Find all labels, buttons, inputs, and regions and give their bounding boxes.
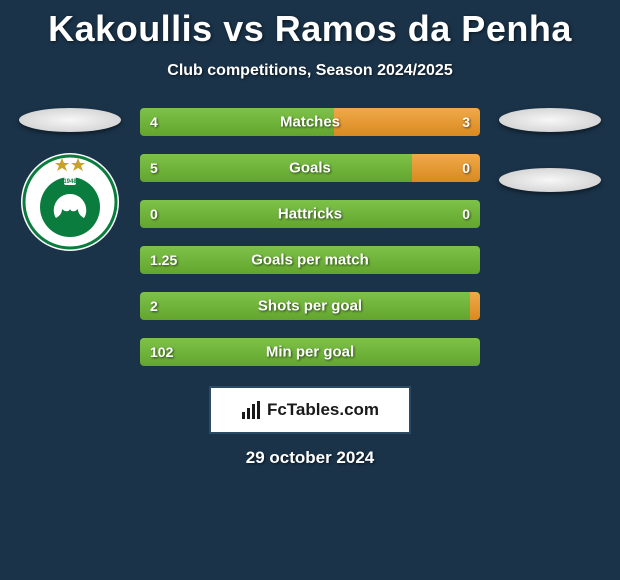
stat-label: Min per goal: [266, 344, 354, 361]
brand-footer: FcTables.com: [209, 386, 411, 434]
right-player-graphics: [490, 108, 610, 212]
brand-text: FcTables.com: [267, 400, 379, 420]
svg-text:1948: 1948: [63, 179, 77, 185]
stat-label: Goals per match: [251, 252, 369, 269]
stat-row: Shots per goal 2: [140, 292, 480, 320]
stat-value-left: 4: [150, 114, 158, 130]
stat-row: Matches 4 3: [140, 108, 480, 136]
bar-chart-icon: [241, 400, 261, 420]
stat-value-right: 3: [462, 114, 470, 130]
comparison-container: 1948 Matches 4 3 Goals 5 0 Hattricks 0 0 Goals pe…: [0, 108, 620, 366]
bar-left-fill: [140, 154, 412, 182]
stat-row: Min per goal 102: [140, 338, 480, 366]
stat-label: Shots per goal: [258, 298, 362, 315]
avatar-placeholder: [499, 108, 601, 132]
stat-value-left: 2: [150, 298, 158, 314]
stat-row: Hattricks 0 0: [140, 200, 480, 228]
page-title: Kakoullis vs Ramos da Penha: [0, 0, 620, 50]
stat-label: Hattricks: [278, 206, 342, 223]
stat-value-left: 0: [150, 206, 158, 222]
stat-row: Goals per match 1.25: [140, 246, 480, 274]
stats-bars-column: Matches 4 3 Goals 5 0 Hattricks 0 0 Goals per mat…: [140, 108, 480, 366]
stat-value-left: 5: [150, 160, 158, 176]
stat-value-right: 0: [462, 160, 470, 176]
date-label: 29 october 2024: [0, 448, 620, 468]
stat-value-right: 0: [462, 206, 470, 222]
avatar-placeholder: [19, 108, 121, 132]
stat-label: Goals: [289, 160, 331, 177]
stat-value-left: 102: [150, 344, 173, 360]
club-placeholder: [499, 168, 601, 192]
stat-row: Goals 5 0: [140, 154, 480, 182]
club-crest-icon: 1948: [20, 152, 120, 252]
bar-right-fill: [470, 292, 480, 320]
stat-value-left: 1.25: [150, 252, 177, 268]
stat-label: Matches: [280, 114, 340, 131]
left-player-graphics: 1948: [10, 108, 130, 252]
subtitle: Club competitions, Season 2024/2025: [0, 62, 620, 80]
bar-right-fill: [334, 108, 480, 136]
